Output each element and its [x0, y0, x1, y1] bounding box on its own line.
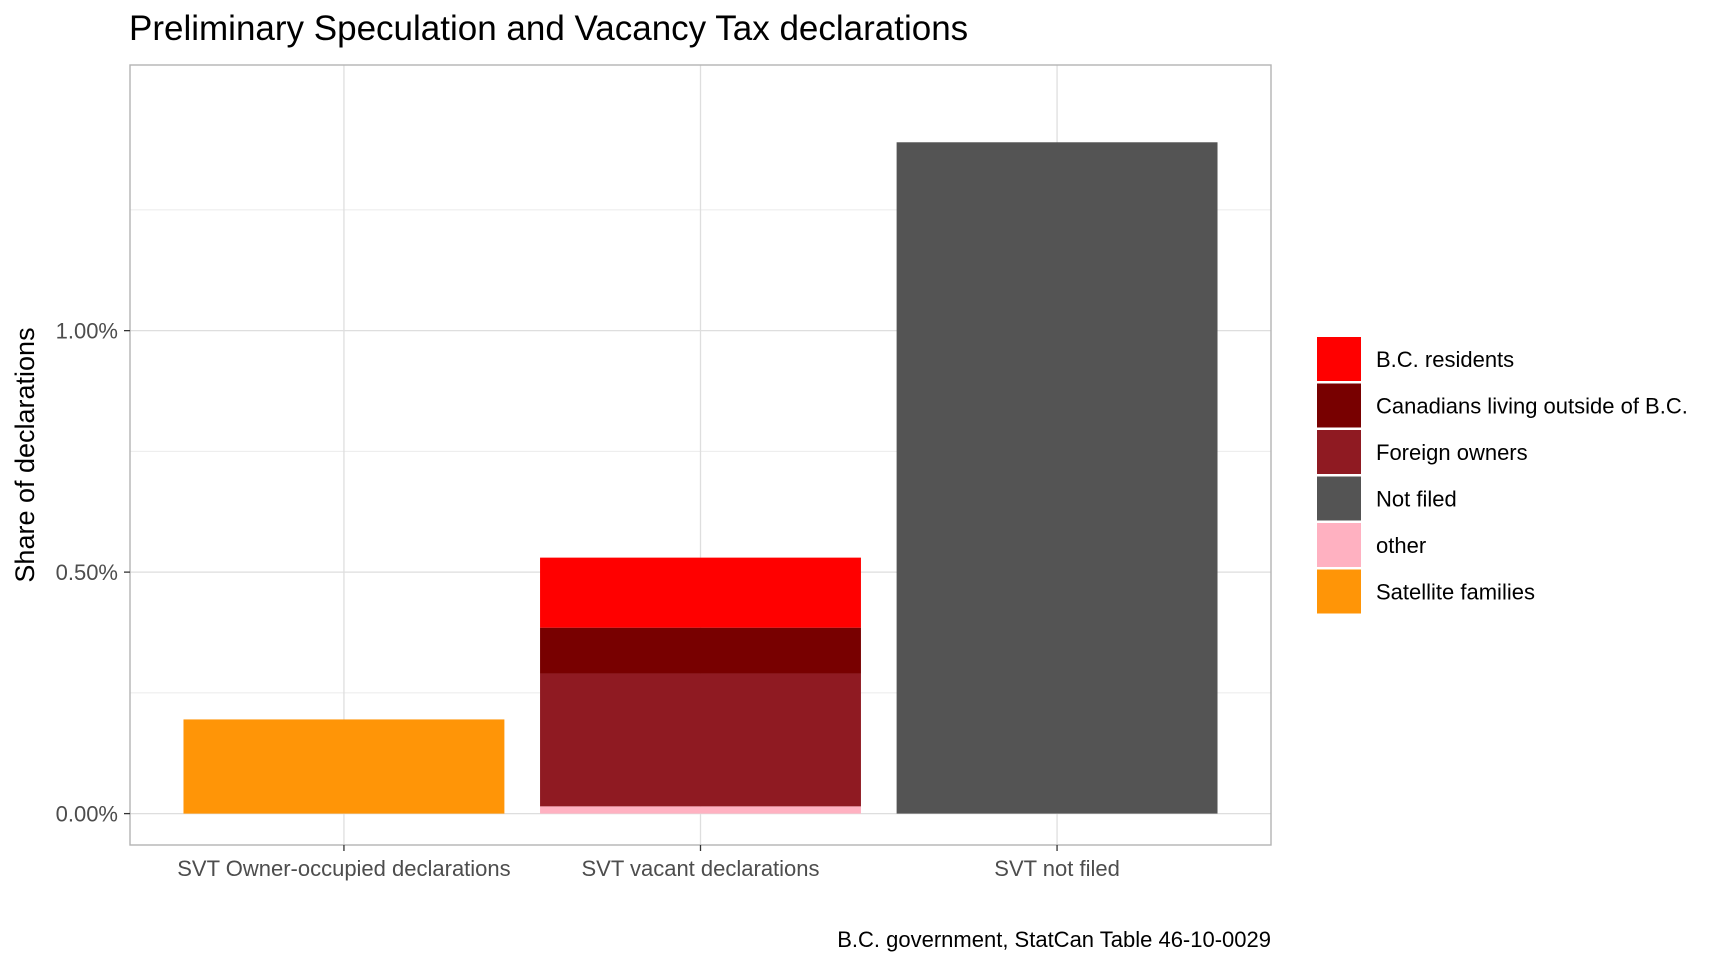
chart-caption: B.C. government, StatCan Table 46-10-002… [837, 927, 1271, 952]
legend-key [1317, 337, 1361, 381]
legend-key [1317, 383, 1361, 428]
legend-key [1317, 569, 1361, 614]
legend: B.C. residents Canadians living outside o… [1317, 337, 1688, 614]
bar-segment-canadians-living-outside-of-b-c [540, 627, 861, 674]
bars [183, 142, 1218, 814]
bar-segment-satellite-families [183, 719, 505, 814]
legend-label: B.C. residents [1376, 347, 1514, 372]
chart-title: Preliminary Speculation and Vacancy Tax … [129, 9, 968, 48]
y-axis: 0.00% 0.50% 1.00% [56, 319, 130, 827]
x-tick-label: SVT not filed [994, 856, 1120, 881]
bar-segment-other [540, 806, 861, 814]
legend-label: Satellite families [1376, 580, 1535, 605]
x-tick-label: SVT vacant declarations [581, 856, 819, 881]
y-axis-title: Share of declarations [10, 327, 40, 582]
y-tick-label: 1.00% [56, 319, 118, 344]
legend-key [1317, 430, 1361, 474]
y-tick-label: 0.00% [56, 802, 118, 827]
y-tick-label: 0.50% [56, 560, 118, 585]
bar-segment-b-c-residents [540, 557, 861, 628]
legend-label: Foreign owners [1376, 440, 1528, 465]
legend-label: other [1376, 533, 1426, 558]
legend-label: Not filed [1376, 487, 1457, 512]
legend-label: Canadians living outside of B.C. [1376, 394, 1688, 419]
bar-segment-foreign-owners [540, 673, 861, 807]
legend-key [1317, 476, 1361, 521]
bar-segment-not-filed [896, 142, 1218, 814]
legend-key [1317, 523, 1361, 567]
x-tick-label: SVT Owner-occupied declarations [177, 856, 510, 881]
x-axis: SVT Owner-occupied declarations SVT vacan… [177, 845, 1120, 881]
